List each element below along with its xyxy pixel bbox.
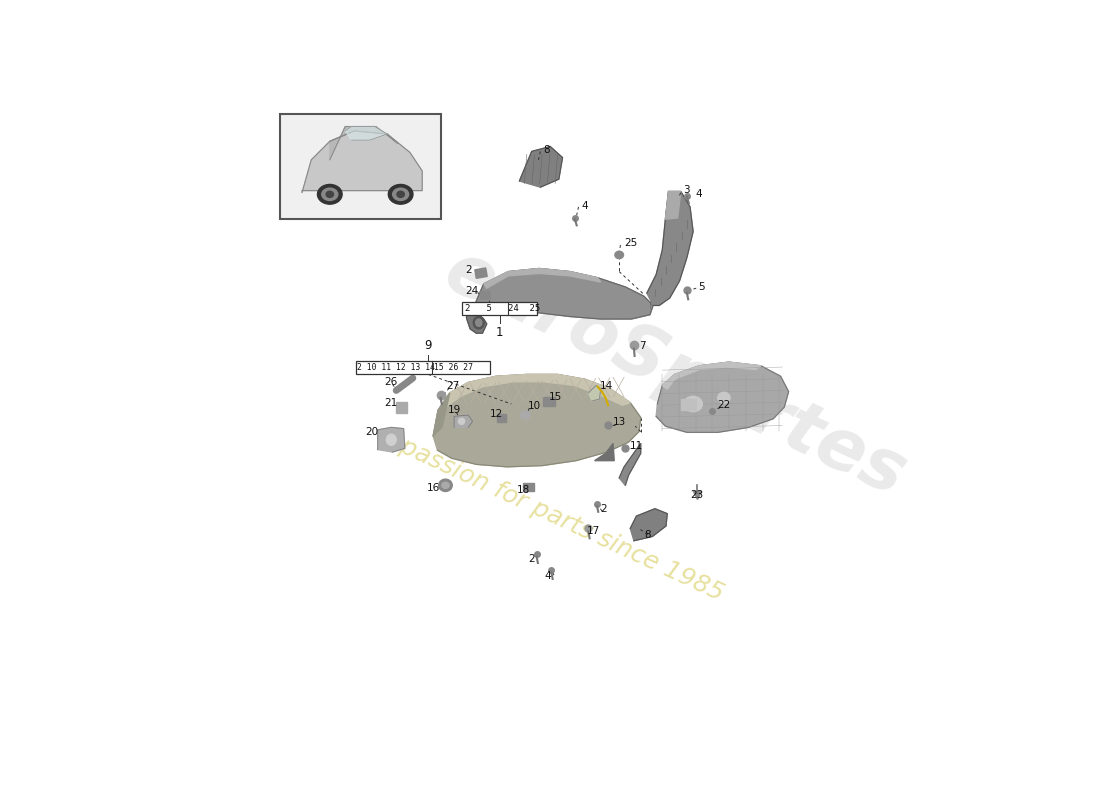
Text: 4: 4: [581, 202, 587, 211]
Text: 25: 25: [624, 238, 637, 248]
Polygon shape: [619, 443, 640, 486]
Ellipse shape: [318, 185, 342, 204]
Bar: [524, 483, 535, 491]
Polygon shape: [454, 415, 473, 427]
Text: a passion for parts since 1985: a passion for parts since 1985: [375, 424, 728, 606]
Polygon shape: [647, 191, 693, 306]
Text: 15: 15: [549, 392, 562, 402]
Text: 22: 22: [717, 400, 732, 410]
Text: 7: 7: [639, 341, 646, 351]
Ellipse shape: [393, 188, 408, 201]
Polygon shape: [666, 191, 681, 219]
Text: 14: 14: [600, 381, 613, 390]
Text: 11: 11: [630, 441, 644, 451]
Ellipse shape: [322, 188, 338, 201]
Ellipse shape: [439, 479, 452, 491]
Text: 26: 26: [384, 377, 397, 387]
Text: 24: 24: [465, 286, 478, 296]
Polygon shape: [377, 427, 405, 452]
Text: 2 10 11 12 13 14: 2 10 11 12 13 14: [358, 363, 436, 372]
Ellipse shape: [388, 185, 412, 204]
Text: euroSportes: euroSportes: [433, 236, 916, 510]
Ellipse shape: [397, 191, 405, 198]
Text: 15 26 27: 15 26 27: [434, 363, 473, 372]
Text: 17: 17: [587, 526, 601, 536]
Ellipse shape: [442, 482, 449, 488]
Text: 3: 3: [683, 186, 690, 195]
Bar: [497, 414, 506, 422]
Bar: [280, 114, 440, 219]
Text: 16: 16: [427, 482, 440, 493]
Polygon shape: [433, 393, 450, 436]
Text: 23: 23: [691, 490, 704, 500]
Polygon shape: [345, 126, 387, 140]
Ellipse shape: [475, 319, 482, 326]
Polygon shape: [630, 509, 668, 541]
Text: 13: 13: [613, 418, 626, 427]
Text: 2   5   24  25: 2 5 24 25: [465, 304, 540, 313]
Text: 1: 1: [496, 326, 504, 339]
Text: 20: 20: [365, 427, 378, 438]
Text: 4: 4: [695, 189, 702, 199]
Bar: [462, 302, 537, 315]
Text: 8: 8: [644, 530, 650, 539]
Text: 5: 5: [698, 282, 705, 292]
Polygon shape: [466, 306, 486, 333]
Polygon shape: [519, 146, 562, 187]
Text: 2: 2: [528, 554, 535, 564]
Text: 2: 2: [465, 265, 472, 274]
Bar: [681, 399, 696, 410]
Polygon shape: [594, 443, 614, 461]
Ellipse shape: [717, 392, 730, 403]
Ellipse shape: [473, 317, 484, 329]
Bar: [355, 361, 490, 374]
Bar: [542, 397, 556, 406]
Ellipse shape: [684, 396, 702, 412]
Text: 4: 4: [544, 571, 551, 582]
Polygon shape: [433, 374, 640, 467]
Text: 9: 9: [425, 339, 432, 352]
Text: 2: 2: [601, 504, 607, 514]
Bar: [475, 268, 487, 278]
Polygon shape: [656, 362, 789, 432]
Text: 21: 21: [384, 398, 397, 408]
Ellipse shape: [386, 434, 396, 446]
Polygon shape: [474, 269, 653, 319]
Ellipse shape: [326, 191, 333, 198]
Text: 8: 8: [542, 146, 549, 155]
Bar: [396, 402, 407, 413]
Text: 18: 18: [517, 486, 530, 495]
Polygon shape: [662, 362, 761, 390]
Polygon shape: [447, 374, 630, 406]
Text: 19: 19: [448, 405, 461, 415]
Polygon shape: [330, 126, 397, 160]
Bar: [480, 291, 491, 299]
Ellipse shape: [459, 418, 464, 424]
Polygon shape: [484, 269, 601, 288]
Text: 27: 27: [447, 381, 460, 390]
Polygon shape: [302, 131, 422, 193]
Text: 12: 12: [490, 409, 503, 419]
Ellipse shape: [520, 410, 530, 419]
Text: 10: 10: [528, 401, 541, 411]
Polygon shape: [588, 386, 601, 401]
Ellipse shape: [615, 251, 624, 258]
